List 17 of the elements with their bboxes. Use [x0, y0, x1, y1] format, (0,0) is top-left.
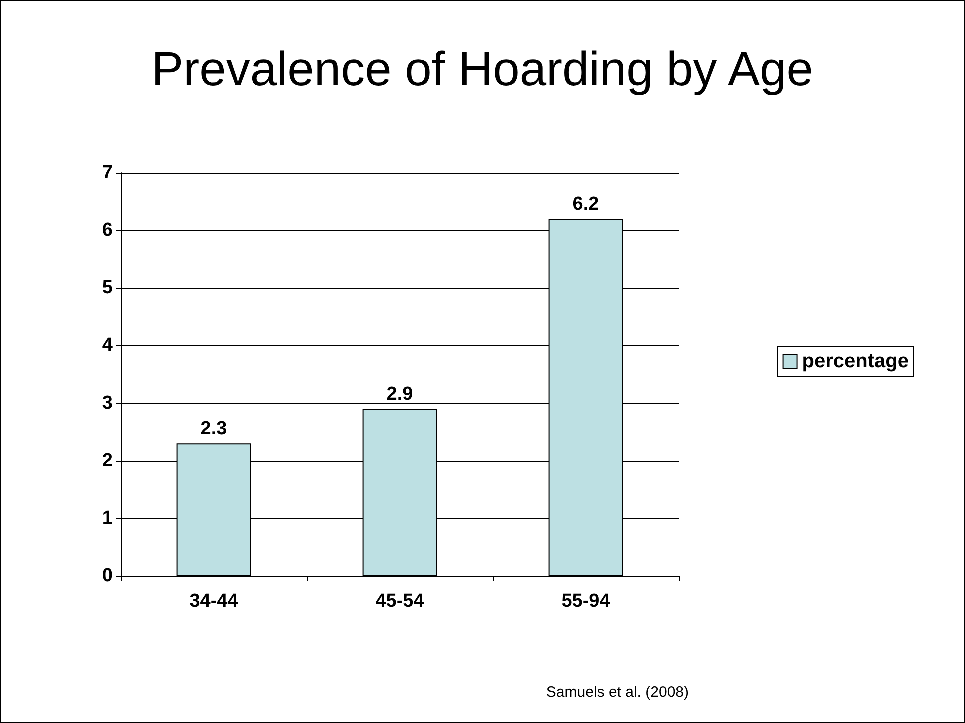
- text: Samuels et al. (2008): [546, 684, 690, 701]
- y-tick-label: 7: [102, 162, 113, 184]
- y-tick-label: 0: [102, 566, 113, 586]
- y-tick-label: 1: [102, 508, 114, 529]
- data-label: 2.9: [386, 384, 414, 406]
- chart-title: Prevalence of Hoarding by Age: [152, 44, 814, 96]
- y-tick-label: 6: [102, 220, 113, 242]
- data-label: 2.3: [200, 418, 228, 440]
- data-label: 6.2: [572, 194, 600, 216]
- y-tick-label: 3: [102, 392, 113, 414]
- x-tick-label: 45-54: [376, 591, 425, 612]
- y-tick-label: 4: [102, 335, 114, 356]
- y-tick-label: 2: [102, 450, 113, 472]
- y-tick-label: 5: [102, 278, 114, 299]
- x-tick-label: 34-44: [190, 591, 239, 612]
- legend-label: percentage: [802, 350, 910, 372]
- x-tick-label: 55-94: [562, 591, 611, 612]
